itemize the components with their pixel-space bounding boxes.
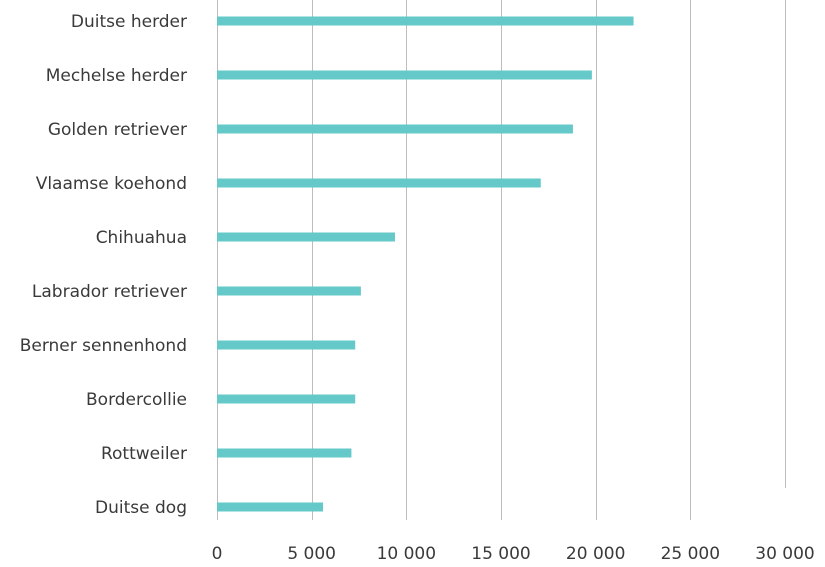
category-label: Rottweiler xyxy=(101,444,187,464)
x-tick-label: 25 000 xyxy=(661,544,720,563)
x-tick-label: 10 000 xyxy=(377,544,436,563)
x-tick-label: 20 000 xyxy=(566,544,625,563)
bar xyxy=(217,178,541,188)
bars xyxy=(217,16,634,512)
bar xyxy=(217,16,634,26)
category-label: Vlaamse koehond xyxy=(36,174,187,194)
category-label: Golden retriever xyxy=(48,120,187,140)
bar xyxy=(217,502,324,512)
gridlines xyxy=(217,0,786,520)
x-tick-label: 30 000 xyxy=(755,544,814,563)
bar xyxy=(217,340,356,350)
category-label: Labrador retriever xyxy=(32,282,187,302)
bar xyxy=(217,232,395,242)
x-tick-label: 5 000 xyxy=(287,544,336,563)
bar xyxy=(217,70,592,80)
category-labels: Duitse herder Mechelse herder Golden retri… xyxy=(20,12,187,518)
x-tick-label: 0 xyxy=(212,544,223,563)
category-label: Bordercollie xyxy=(86,390,187,410)
category-label: Berner sennenhond xyxy=(20,336,187,356)
category-label: Mechelse herder xyxy=(46,66,187,86)
category-label: Duitse herder xyxy=(71,12,187,32)
bar xyxy=(217,286,361,296)
bar xyxy=(217,448,352,458)
category-label: Duitse dog xyxy=(95,498,187,518)
category-label: Chihuahua xyxy=(96,228,187,248)
x-tick-label: 15 000 xyxy=(471,544,530,563)
bar xyxy=(217,394,356,404)
bar xyxy=(217,124,573,134)
x-tick-labels: 0 5 000 10 000 15 000 20 000 25 000 30 000 xyxy=(212,544,815,564)
